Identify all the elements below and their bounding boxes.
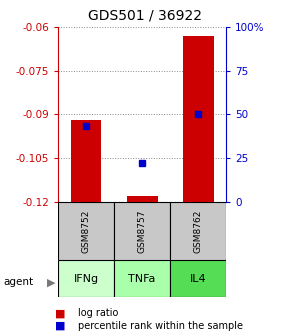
- Text: TNFa: TNFa: [128, 274, 156, 284]
- Text: percentile rank within the sample: percentile rank within the sample: [78, 321, 243, 331]
- Text: GSM8752: GSM8752: [81, 209, 90, 253]
- Bar: [70, 120, 102, 202]
- Bar: [58, 202, 114, 260]
- Bar: [183, 36, 213, 202]
- Text: IL4: IL4: [190, 274, 206, 284]
- Text: GDS501 / 36922: GDS501 / 36922: [88, 8, 202, 23]
- Text: log ratio: log ratio: [78, 308, 119, 318]
- Text: IFNg: IFNg: [73, 274, 99, 284]
- Bar: [170, 202, 226, 260]
- Text: GSM8762: GSM8762: [194, 209, 203, 253]
- Text: ▶: ▶: [46, 277, 55, 287]
- Text: agent: agent: [3, 277, 33, 287]
- Bar: [127, 196, 157, 202]
- Bar: [170, 260, 226, 297]
- Bar: [114, 260, 170, 297]
- Bar: [114, 202, 170, 260]
- Text: ■: ■: [55, 308, 66, 318]
- Text: GSM8757: GSM8757: [137, 209, 147, 253]
- Bar: [58, 260, 114, 297]
- Text: ■: ■: [55, 321, 66, 331]
